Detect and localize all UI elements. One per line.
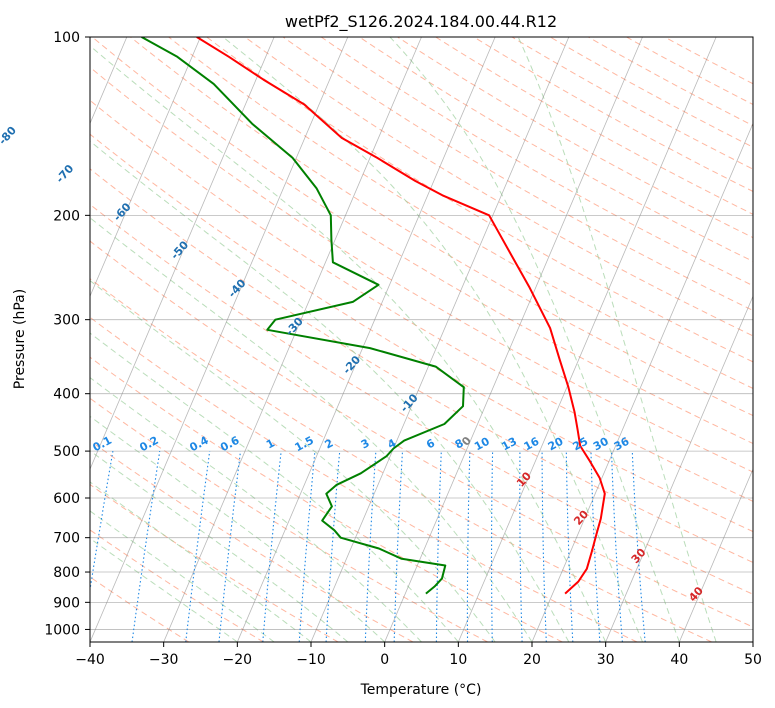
isotherm-line xyxy=(605,295,753,642)
mixing-ratio-line xyxy=(262,451,282,642)
moist-adiabat-line xyxy=(90,415,386,642)
x-tick-label: −40 xyxy=(75,652,105,668)
y-tick-label: 500 xyxy=(53,444,80,460)
moist-adiabat-line xyxy=(90,376,422,642)
x-tick-label: 0 xyxy=(380,652,389,668)
mixing-ratio-line xyxy=(131,451,161,642)
isotherm-line xyxy=(90,37,349,642)
x-tick-label: 30 xyxy=(597,652,615,668)
mixing-ratio-label: 30 xyxy=(591,435,611,454)
moist-adiabat-line xyxy=(90,140,570,642)
moist-adiabat-line xyxy=(90,537,238,642)
y-tick-label: 600 xyxy=(53,491,80,507)
isotherm-line xyxy=(90,37,201,298)
dry-adiabat-line xyxy=(168,37,753,389)
dewpoint-profile-line xyxy=(141,37,465,595)
x-tick-label: 40 xyxy=(670,652,688,668)
dry-adiabat-line xyxy=(90,168,753,563)
moist-adiabat-line xyxy=(90,450,349,642)
y-tick-label: 900 xyxy=(53,595,80,611)
temperature-profile-line xyxy=(196,37,606,595)
dry-adiabat-line xyxy=(90,133,753,533)
moist-adiabat-line xyxy=(517,37,717,642)
dry-adiabat-line xyxy=(90,240,753,628)
y-tick-label: 100 xyxy=(53,30,80,46)
moist-adiabat-line xyxy=(222,37,643,642)
moist-adiabat-line xyxy=(90,45,607,642)
mixing-ratio-line xyxy=(298,451,316,642)
x-tick-label: 20 xyxy=(523,652,541,668)
isotherm-line xyxy=(457,37,717,642)
data-layer xyxy=(141,37,606,595)
mixing-ratio-line xyxy=(90,451,114,594)
moist-adiabat-line xyxy=(90,280,496,642)
dry-adiabat-line xyxy=(90,316,638,642)
mixing-ratio-label: 10 xyxy=(472,435,492,454)
moist-adiabat-line xyxy=(90,510,275,642)
mixing-ratio-label: 20 xyxy=(546,435,566,454)
mixing-ratio-label: 36 xyxy=(612,435,632,454)
x-axis-label: Temperature (°C) xyxy=(360,682,482,698)
dry-adiabat-line xyxy=(90,440,414,642)
x-tick-label: −20 xyxy=(223,652,253,668)
isotherm-line xyxy=(163,37,422,642)
x-tick-label: −10 xyxy=(296,652,326,668)
mixing-ratio-label: 16 xyxy=(522,435,542,454)
moist-adiabat-line xyxy=(90,217,533,642)
mixing-ratio-label: 13 xyxy=(499,435,519,454)
dry-adiabat-line xyxy=(130,37,753,417)
isotherm-line xyxy=(384,37,643,642)
y-tick-label: 400 xyxy=(53,387,80,403)
isotherm-line xyxy=(531,122,753,642)
tick-layer: −40 −30 −20 −10 0 10 20 30 40 50 100 200 300 400 500 60… xyxy=(44,30,762,668)
x-tick-label: −30 xyxy=(149,652,179,668)
plot-frame xyxy=(89,36,754,643)
mixing-ratio-line xyxy=(218,451,242,642)
isotherm-line xyxy=(678,468,753,642)
mixing-ratio-line xyxy=(631,451,646,642)
y-tick-label: 300 xyxy=(53,313,80,329)
y-tick-label: 1000 xyxy=(44,622,80,638)
dry-adiabat-line xyxy=(90,66,753,473)
moist-adiabat-line xyxy=(389,37,680,642)
dry-adiabat-line xyxy=(90,356,563,642)
x-tick-label: 10 xyxy=(449,652,467,668)
mixing-ratio-label: 25 xyxy=(571,435,591,454)
isotherm-line xyxy=(236,37,496,642)
mixing-ratio-line xyxy=(185,451,211,642)
dry-adiabat-line xyxy=(90,203,753,595)
moist-adiabat-line xyxy=(90,332,459,642)
dry-adiabat-line xyxy=(91,37,753,445)
x-tick-label: 50 xyxy=(744,652,762,668)
y-tick-label: 800 xyxy=(53,565,80,581)
grid-layer xyxy=(90,37,753,642)
isotherm-line xyxy=(90,37,275,471)
y-axis-label: Pressure (hPa) xyxy=(12,289,28,389)
chart-title: wetPf2_S126.2024.184.00.44.R12 xyxy=(285,12,557,32)
dry-adiabat-line xyxy=(206,37,753,363)
y-tick-label: 200 xyxy=(53,208,80,224)
y-tick-label: 700 xyxy=(53,531,80,547)
